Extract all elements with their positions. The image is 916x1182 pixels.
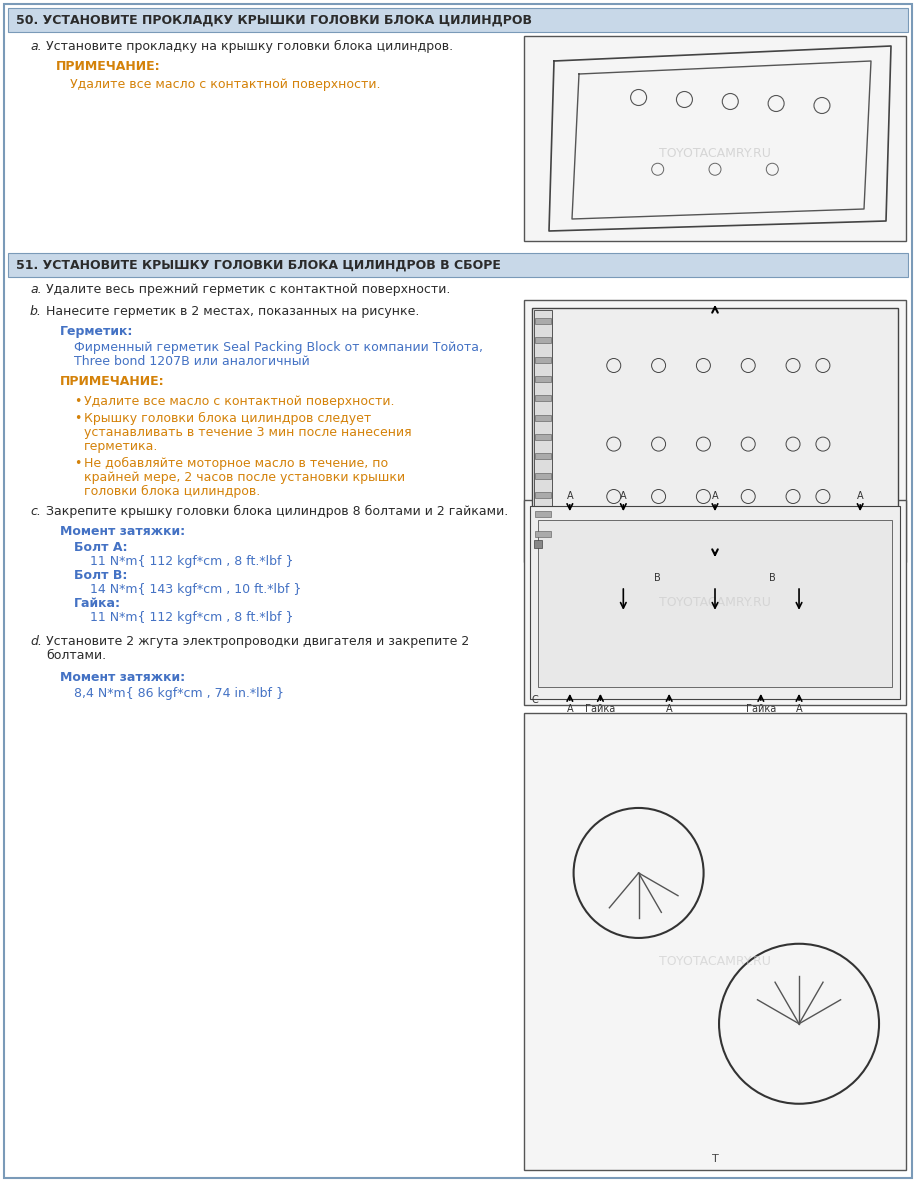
Text: a.: a. (30, 282, 41, 296)
Bar (534, 310, 552, 552)
Text: B: B (654, 573, 661, 583)
Text: Удалите все масло с контактной поверхности.: Удалите все масло с контактной поверхнос… (84, 395, 395, 408)
Text: Гайка:: Гайка: (74, 597, 121, 610)
Bar (535, 531, 551, 537)
Text: Болт В:: Болт В: (74, 569, 127, 582)
Bar (532, 309, 898, 554)
Text: TOYOTACAMRY.RU: TOYOTACAMRY.RU (660, 955, 771, 968)
Text: Установите 2 жгута электропроводки двигателя и закрепите 2: Установите 2 жгута электропроводки двига… (46, 635, 469, 648)
Bar (535, 395, 551, 402)
Bar (535, 492, 551, 498)
Bar (535, 357, 551, 363)
Text: c.: c. (30, 505, 41, 518)
Text: B: B (769, 573, 776, 583)
Text: Момент затяжки:: Момент затяжки: (60, 525, 185, 538)
Text: 11 N*m{ 112 kgf*cm , 8 ft.*lbf }: 11 N*m{ 112 kgf*cm , 8 ft.*lbf } (90, 611, 293, 624)
Bar (535, 473, 551, 479)
Text: b.: b. (30, 305, 42, 318)
Bar (524, 713, 906, 1170)
Bar (535, 512, 551, 518)
Text: ПРИМЕЧАНИЕ:: ПРИМЕЧАНИЕ: (60, 375, 165, 388)
Text: A: A (712, 491, 718, 501)
Text: TOYOTACAMRY.RU: TOYOTACAMRY.RU (660, 147, 771, 160)
Bar (535, 376, 551, 382)
Text: T: T (712, 1154, 718, 1164)
Text: Герметик:: Герметик: (60, 325, 134, 338)
Text: Не добавляйте моторное масло в течение, по: Не добавляйте моторное масло в течение, … (84, 457, 388, 470)
Bar (8, 253, 908, 277)
Text: •: • (74, 457, 82, 470)
Text: 14 N*m{ 143 kgf*cm , 10 ft.*lbf }: 14 N*m{ 143 kgf*cm , 10 ft.*lbf } (90, 583, 301, 596)
Bar (524, 300, 906, 561)
Text: герметика.: герметика. (84, 440, 158, 453)
Text: 51. УСТАНОВИТЕ КРЫШКУ ГОЛОВКИ БЛОКА ЦИЛИНДРОВ В СБОРЕ: 51. УСТАНОВИТЕ КРЫШКУ ГОЛОВКИ БЛОКА ЦИЛИ… (16, 259, 501, 272)
Text: 8,4 N*m{ 86 kgf*cm , 74 in.*lbf }: 8,4 N*m{ 86 kgf*cm , 74 in.*lbf } (74, 687, 284, 700)
Bar (534, 540, 542, 548)
Text: A: A (566, 491, 573, 501)
Bar (538, 520, 892, 687)
Text: крайней мере, 2 часов после установки крышки: крайней мере, 2 часов после установки кр… (84, 470, 405, 483)
Text: Установите прокладку на крышку головки блока цилиндров.: Установите прокладку на крышку головки б… (46, 40, 453, 53)
Text: Нанесите герметик в 2 местах, показанных на рисунке.: Нанесите герметик в 2 местах, показанных… (46, 305, 420, 318)
Text: C: C (532, 695, 539, 704)
Text: A: A (856, 491, 864, 501)
Text: Крышку головки блока цилиндров следует: Крышку головки блока цилиндров следует (84, 413, 371, 426)
Text: Удалите все масло с контактной поверхности.: Удалите все масло с контактной поверхнос… (70, 78, 380, 91)
Text: Гайка: Гайка (746, 704, 776, 714)
Bar (535, 434, 551, 440)
Bar (8, 8, 908, 32)
Text: головки блока цилиндров.: головки блока цилиндров. (84, 485, 260, 498)
Text: A: A (566, 704, 573, 714)
Text: Three bond 1207B или аналогичный: Three bond 1207B или аналогичный (70, 355, 310, 368)
Text: Фирменный герметик Seal Packing Block от компании Тойота,: Фирменный герметик Seal Packing Block от… (70, 340, 483, 353)
Bar (530, 506, 900, 699)
Text: болтами.: болтами. (46, 649, 106, 662)
Text: A: A (796, 704, 802, 714)
Text: устанавливать в течение 3 мин после нанесения: устанавливать в течение 3 мин после нане… (84, 426, 411, 439)
Text: Болт А:: Болт А: (74, 541, 127, 554)
Bar (535, 415, 551, 421)
Text: a.: a. (30, 40, 41, 53)
Text: Закрепите крышку головки блока цилиндров 8 болтами и 2 гайками.: Закрепите крышку головки блока цилиндров… (46, 505, 508, 518)
Text: A: A (666, 704, 672, 714)
Bar (535, 318, 551, 324)
Text: 11 N*m{ 112 kgf*cm , 8 ft.*lbf }: 11 N*m{ 112 kgf*cm , 8 ft.*lbf } (90, 556, 293, 569)
Text: d.: d. (30, 635, 42, 648)
Bar (535, 337, 551, 343)
Text: A: A (620, 491, 627, 501)
Text: ПРИМЕЧАНИЕ:: ПРИМЕЧАНИЕ: (56, 60, 160, 73)
Text: Удалите весь прежний герметик с контактной поверхности.: Удалите весь прежний герметик с контактн… (46, 282, 451, 296)
Text: Момент затяжки:: Момент затяжки: (60, 671, 185, 684)
Bar (524, 35, 906, 241)
Bar (524, 500, 906, 704)
Text: TOYOTACAMRY.RU: TOYOTACAMRY.RU (660, 596, 771, 609)
Bar (535, 454, 551, 460)
Text: Гайка: Гайка (585, 704, 616, 714)
Text: 50. УСТАНОВИТЕ ПРОКЛАДКУ КРЫШКИ ГОЛОВКИ БЛОКА ЦИЛИНДРОВ: 50. УСТАНОВИТЕ ПРОКЛАДКУ КРЫШКИ ГОЛОВКИ … (16, 13, 532, 26)
Text: •: • (74, 413, 82, 426)
Text: •: • (74, 395, 82, 408)
